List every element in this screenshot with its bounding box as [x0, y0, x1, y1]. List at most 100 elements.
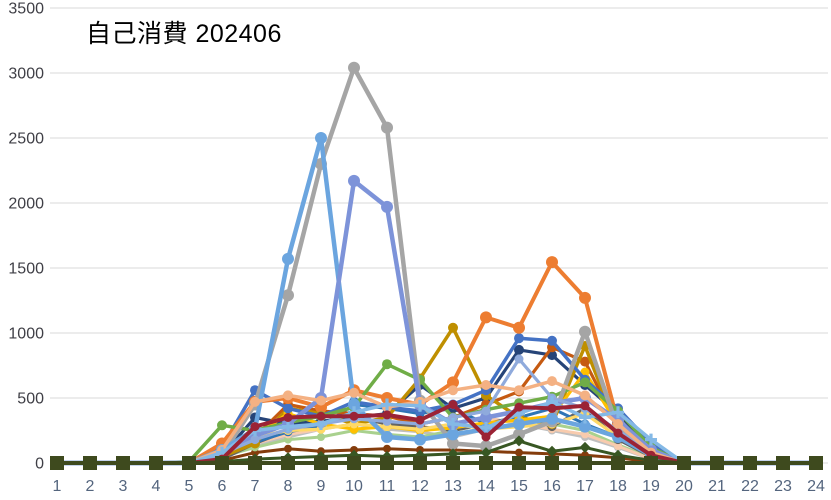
series-maroon-point — [514, 402, 524, 412]
x-tick-label: 2 — [86, 478, 95, 495]
series-olive-baseline-point — [281, 456, 295, 470]
x-tick-label: 14 — [477, 478, 495, 495]
series-dark-green-diamond-point — [546, 445, 558, 457]
series-peach-point — [514, 385, 524, 396]
series-gray-big-point — [348, 61, 360, 74]
series-olive-baseline-point — [644, 456, 658, 470]
series-sky-plus-point — [645, 433, 657, 446]
x-tick-label: 24 — [807, 478, 825, 495]
series-peach-point — [316, 395, 326, 406]
x-tick-label: 23 — [774, 478, 792, 495]
series-sky-blue-big-point — [414, 433, 426, 446]
series-maroon-point — [316, 411, 326, 421]
x-tick-label: 18 — [609, 478, 627, 495]
series-mid-blue-point — [514, 354, 524, 364]
series-brown-point — [383, 444, 391, 453]
series-olive-baseline-point — [413, 456, 427, 470]
x-tick-label: 10 — [345, 478, 363, 495]
series-maroon-point — [415, 415, 425, 425]
series-gray-big-point — [480, 440, 492, 453]
series-olive-baseline-point — [248, 456, 262, 470]
series-light-orange-point — [581, 430, 589, 439]
series-olive-baseline-point — [512, 456, 526, 470]
series-dark-gold-point — [448, 322, 458, 333]
series-brown-point — [284, 444, 292, 453]
series-gray-big-point — [579, 325, 591, 338]
y-tick-label: 1500 — [8, 261, 44, 278]
series-sky-plus-point — [381, 398, 393, 411]
series-sky-plus-point — [447, 418, 459, 430]
chart-title: 自己消費 202406 — [86, 20, 282, 48]
series-sky-blue-big-point — [447, 428, 459, 441]
series-orange-point — [447, 376, 459, 389]
series-sky-blue-big-point — [348, 398, 360, 411]
series-mid-blue-point — [448, 413, 458, 422]
series-orange-point — [381, 392, 393, 404]
y-tick-label: 3500 — [8, 1, 44, 18]
series-gray-big-point — [381, 121, 393, 134]
x-tick-label: 19 — [642, 478, 660, 495]
series-gray-big-point — [282, 289, 294, 302]
series-sky-blue-big-point — [381, 431, 393, 443]
series-periwinkle-point — [381, 200, 393, 213]
series-light-orange-point — [614, 442, 622, 451]
x-tick-label: 11 — [379, 478, 396, 495]
series-mid-blue-point — [250, 435, 260, 445]
series-green-point — [382, 359, 392, 370]
series-maroon-point — [349, 411, 359, 421]
series-maroon-point — [613, 428, 623, 438]
series-peach-point — [481, 380, 491, 390]
y-tick-label: 2500 — [8, 131, 44, 148]
series-green-point — [217, 420, 227, 431]
series-mid-blue-point — [382, 416, 392, 426]
series-olive-baseline-point — [116, 456, 130, 470]
series-maroon-point — [283, 413, 293, 422]
series-periwinkle-point — [480, 411, 492, 424]
series-sky-plus-point — [579, 411, 591, 424]
series-dark-orange-line — [55, 345, 818, 465]
series-olive-baseline-point — [215, 456, 229, 470]
y-axis-labels: 0 500 1000 1500 2000 2500 3000 3500 — [8, 1, 44, 473]
series-olive-baseline-point — [347, 456, 361, 470]
series-sky-blue-big-point — [513, 418, 525, 430]
series-sky-blue-big-point — [315, 132, 327, 144]
series-periwinkle-point — [348, 174, 360, 187]
x-tick-label: 3 — [119, 478, 128, 495]
series-peach-point — [580, 390, 590, 401]
series-gray-big-line — [54, 65, 819, 466]
series-dark-green-diamond-line — [55, 439, 818, 465]
series-olive-baseline-point — [50, 456, 64, 470]
series-sky-plus-point — [480, 421, 492, 434]
series-maroon-point — [547, 403, 557, 413]
series-olive-baseline-point — [182, 456, 196, 470]
series-olive-baseline-point — [380, 456, 394, 470]
y-tick-label: 0 — [35, 456, 44, 473]
series-peach-point — [547, 376, 557, 387]
x-tick-label: 7 — [251, 478, 260, 495]
series-orange-point — [480, 311, 492, 324]
series-gray-big-point — [513, 428, 525, 441]
series-maroon-point — [481, 432, 491, 442]
series-olive-baseline-point — [578, 456, 592, 470]
x-tick-label: 20 — [675, 478, 693, 495]
series-olive-baseline-point — [83, 456, 97, 470]
x-tick-label: 17 — [576, 478, 594, 495]
x-tick-label: 13 — [444, 478, 462, 495]
series-sky-blue-big-point — [579, 420, 591, 433]
series-dark-green-diamond-point — [480, 447, 492, 459]
series-maroon-point — [448, 400, 458, 409]
series-dark-orange-point — [580, 356, 590, 367]
series-gold-point — [580, 367, 590, 377]
series-olive-baseline-point — [677, 456, 691, 470]
series-orange-point — [579, 291, 591, 304]
series-brown-point — [515, 448, 523, 457]
series-orange-point — [513, 321, 525, 334]
series-sky-blue-big-point — [546, 412, 558, 425]
series-gold — [52, 367, 821, 468]
x-tick-label: 1 — [53, 478, 62, 495]
series-olive-baseline-point — [314, 456, 328, 470]
series-olive-baseline-point — [446, 456, 460, 470]
y-tick-label: 1000 — [8, 326, 44, 343]
series-maroon-point — [250, 422, 260, 432]
